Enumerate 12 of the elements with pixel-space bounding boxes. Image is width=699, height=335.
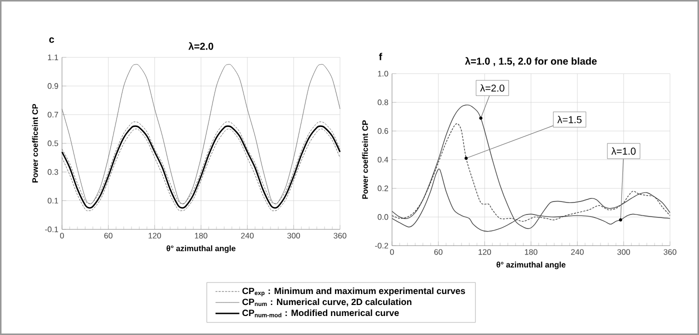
legend-label: CP$_{exp}$ : Minimum and maximum experimental curves	[242, 288, 466, 296]
text: f	[379, 52, 382, 60]
legend-label: CP$_{num}$ : Numerical curve, 2D calculation	[242, 298, 412, 306]
legend-label: CP$_{num-mod}$ : Modified numerical curve	[242, 309, 399, 318]
line-series	[392, 104, 670, 229]
chart-title: λ=2.0	[188, 42, 214, 50]
text: c	[49, 37, 54, 43]
line-series	[62, 64, 340, 204]
chart-title: λ=1.0 , 1.5, 2.0 for one blade	[465, 57, 597, 66]
text: λ=1.0	[611, 147, 636, 155]
text: λ=1.5	[557, 116, 582, 124]
series-label: λ=2.0	[480, 84, 504, 92]
